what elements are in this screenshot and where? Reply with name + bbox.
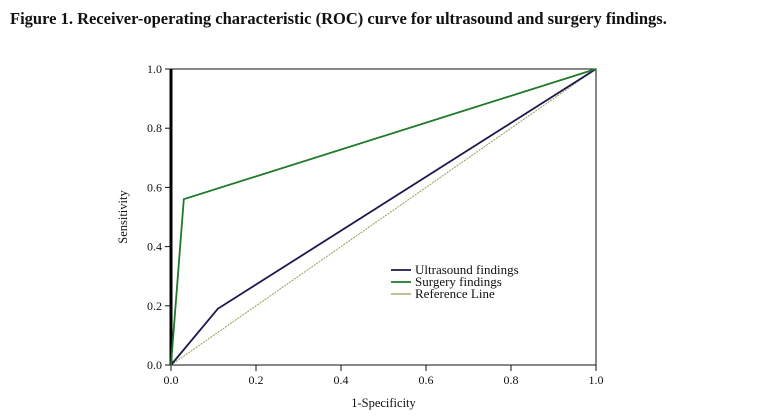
y-tick-label: 0.4 [147, 240, 162, 254]
legend-label-surgery-findings: Surgery findings [415, 274, 502, 289]
y-axis-label: Sensitivity [116, 190, 130, 244]
legend-label-reference-line: Reference Line [415, 286, 495, 301]
y-tick-label: 0.6 [147, 180, 162, 194]
x-tick-label: 0.2 [249, 373, 264, 387]
x-tick-label: 0.8 [504, 373, 519, 387]
y-tick-label: 1.0 [147, 62, 162, 76]
x-tick-label: 0.4 [334, 373, 349, 387]
legend-label-ultrasound-findings: Ultrasound findings [415, 262, 519, 277]
figure-title: Figure 1. Receiver-operating characteris… [10, 9, 667, 28]
x-tick-label: 0.0 [164, 373, 179, 387]
series-line-ultrasound-findings [170, 68, 597, 366]
series-line-surgery-findings [170, 68, 597, 366]
series-line-reference-line [170, 68, 597, 366]
x-tick-label: 0.6 [419, 373, 434, 387]
y-tick-label: 0.0 [147, 358, 162, 372]
x-axis-label: 1-Specificity [351, 396, 416, 410]
y-tick-label: 0.2 [147, 299, 162, 313]
axes: 0.0 0.2 0.4 0.6 0.8 1.0 0.0 0.2 0.4 0.6 0.8 1.0 [147, 62, 604, 387]
series-layer [170, 68, 597, 366]
x-tick-label: 1.0 [589, 373, 604, 387]
y-tick-label: 0.8 [147, 121, 162, 135]
